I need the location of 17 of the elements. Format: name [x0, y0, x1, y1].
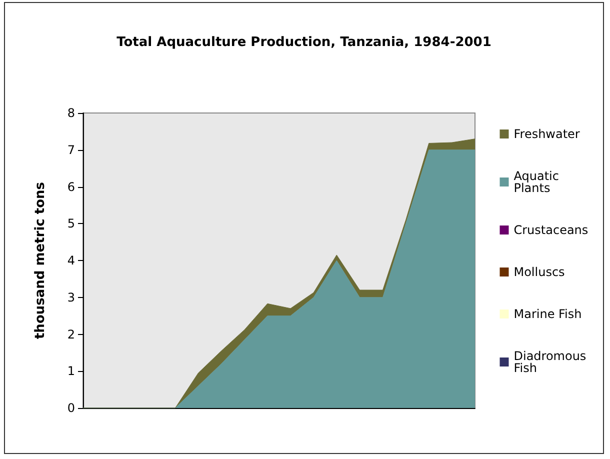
- y-tick-label: 7: [67, 142, 75, 157]
- legend-label: Diadromous Fish: [514, 349, 590, 375]
- y-tick-label: 6: [67, 180, 75, 194]
- legend-label: Crustaceans: [514, 223, 588, 237]
- legend-label: Marine Fish: [514, 307, 582, 321]
- legend-label: Freshwater: [514, 127, 580, 141]
- y-tick-label: 2: [67, 327, 75, 342]
- y-tick-label: 4: [67, 254, 75, 268]
- y-tick-label: 0: [67, 401, 75, 415]
- y-axis-title: thousand metric tons: [33, 182, 48, 340]
- y-tick-label: 5: [67, 216, 75, 231]
- legend-label: Aquatic Plants: [514, 169, 563, 195]
- legend-label: Molluscs: [514, 265, 565, 279]
- y-tick-label: 3: [67, 290, 75, 304]
- chart-title: Total Aquaculture Production, Tanzania, 1984-2001: [116, 35, 492, 50]
- y-tick-label: 8: [67, 106, 75, 120]
- y-tick-label: 1: [67, 364, 75, 378]
